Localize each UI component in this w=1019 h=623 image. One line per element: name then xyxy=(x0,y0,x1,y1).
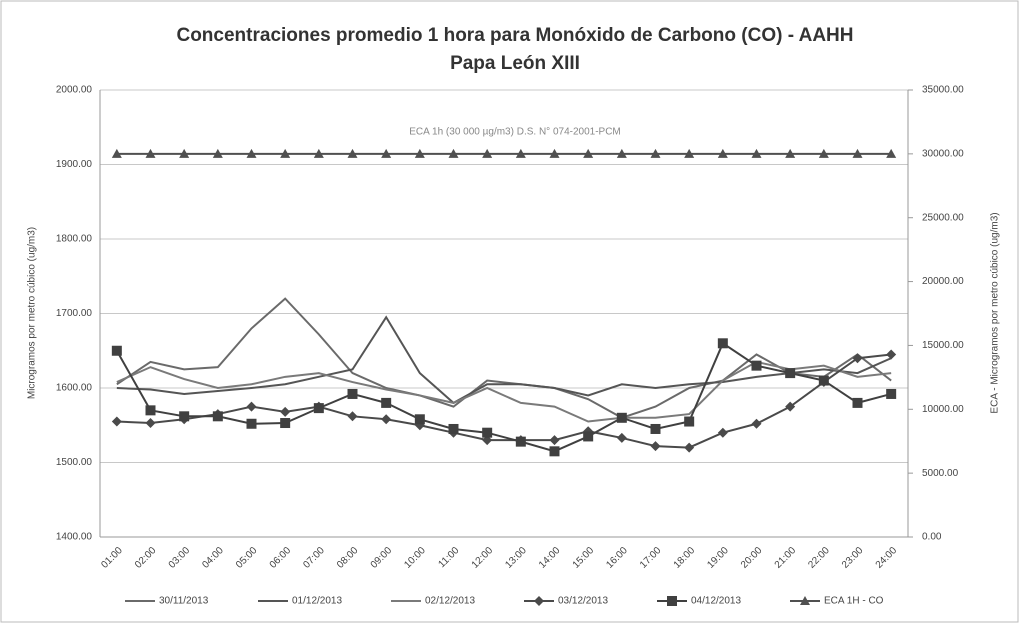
marker xyxy=(785,368,796,379)
y-tick-label: 1400.00 xyxy=(56,532,93,543)
y2-axis-label: ECA - Microgramos por metro cúbico (ug/m… xyxy=(990,212,1001,413)
legend-label: ECA 1H - CO xyxy=(824,596,884,607)
marker xyxy=(515,148,526,158)
marker xyxy=(448,423,459,434)
marker xyxy=(448,148,459,158)
marker xyxy=(111,148,122,158)
series-line xyxy=(115,341,892,453)
legend-label: 04/12/2013 xyxy=(691,596,741,607)
marker xyxy=(347,148,358,158)
marker xyxy=(616,432,627,443)
y2-tick-label: 35000.00 xyxy=(922,85,964,96)
y-tick-label: 1500.00 xyxy=(56,457,93,468)
marker xyxy=(313,403,324,414)
marker xyxy=(886,148,897,158)
marker xyxy=(583,148,594,158)
y2-tick-label: 10000.00 xyxy=(922,404,964,415)
marker xyxy=(280,418,291,429)
marker xyxy=(549,446,560,457)
marker xyxy=(414,148,425,158)
series-line xyxy=(116,315,892,405)
marker xyxy=(246,418,257,429)
marker xyxy=(549,148,560,158)
marker xyxy=(852,397,863,408)
marker xyxy=(179,411,190,422)
chart-title: Papa León XIII xyxy=(450,53,580,74)
marker xyxy=(886,388,897,399)
marker xyxy=(482,148,493,158)
marker xyxy=(650,148,661,158)
y2-tick-label: 25000.00 xyxy=(922,212,964,223)
legend-marker xyxy=(667,596,677,606)
y2-tick-label: 30000.00 xyxy=(922,148,964,159)
legend-label: 01/12/2013 xyxy=(292,596,342,607)
marker xyxy=(414,414,425,425)
marker xyxy=(717,148,728,158)
marker xyxy=(717,427,728,438)
marker xyxy=(482,427,493,438)
marker xyxy=(852,148,863,158)
marker xyxy=(280,406,291,417)
marker xyxy=(818,375,829,386)
marker xyxy=(212,148,223,158)
legend-marker xyxy=(800,596,810,605)
y2-tick-label: 0.00 xyxy=(922,532,942,543)
y-axis-label: Microgramos por metro cúbico (ug/m3) xyxy=(27,227,38,399)
y2-tick-label: 15000.00 xyxy=(922,340,964,351)
legend-marker xyxy=(534,596,544,606)
marker xyxy=(852,353,863,364)
marker xyxy=(515,436,526,447)
marker xyxy=(684,148,695,158)
marker xyxy=(347,388,358,399)
marker xyxy=(145,418,156,429)
y2-tick-label: 20000.00 xyxy=(922,276,964,287)
y-tick-label: 1700.00 xyxy=(56,308,93,319)
series-line xyxy=(116,353,892,449)
marker xyxy=(280,148,291,158)
annotation: ECA 1h (30 000 µg/m3) D.S. N° 074-2001-P… xyxy=(409,127,621,138)
marker xyxy=(785,401,796,412)
marker xyxy=(111,345,122,356)
legend-label: 30/11/2013 xyxy=(159,596,209,607)
marker xyxy=(347,411,358,422)
marker xyxy=(684,442,695,453)
marker xyxy=(111,416,122,427)
marker xyxy=(549,435,560,446)
marker xyxy=(751,360,762,371)
marker xyxy=(212,411,223,422)
y-tick-label: 1900.00 xyxy=(56,159,93,170)
marker xyxy=(616,148,627,158)
y-tick-label: 1800.00 xyxy=(56,234,93,245)
marker xyxy=(886,349,897,360)
marker xyxy=(616,412,627,423)
y-tick-label: 1600.00 xyxy=(56,383,93,394)
chart-title: Concentraciones promedio 1 hora para Mon… xyxy=(176,25,853,46)
marker xyxy=(246,148,257,158)
marker xyxy=(381,414,392,425)
marker xyxy=(145,405,156,416)
marker xyxy=(246,401,257,412)
marker xyxy=(145,148,156,158)
y-tick-label: 2000.00 xyxy=(56,85,93,96)
y2-tick-label: 5000.00 xyxy=(922,468,959,479)
marker xyxy=(684,416,695,427)
marker xyxy=(381,397,392,408)
marker xyxy=(381,148,392,158)
marker xyxy=(179,148,190,158)
series-line xyxy=(116,360,892,423)
marker xyxy=(650,423,661,434)
marker xyxy=(650,441,661,452)
marker xyxy=(751,148,762,158)
legend-label: 03/12/2013 xyxy=(558,596,608,607)
legend-label: 02/12/2013 xyxy=(425,596,475,607)
marker xyxy=(751,418,762,429)
marker xyxy=(583,431,594,442)
marker xyxy=(785,148,796,158)
marker xyxy=(818,148,829,158)
marker xyxy=(313,148,324,158)
marker xyxy=(717,338,728,349)
series-line xyxy=(116,297,892,419)
